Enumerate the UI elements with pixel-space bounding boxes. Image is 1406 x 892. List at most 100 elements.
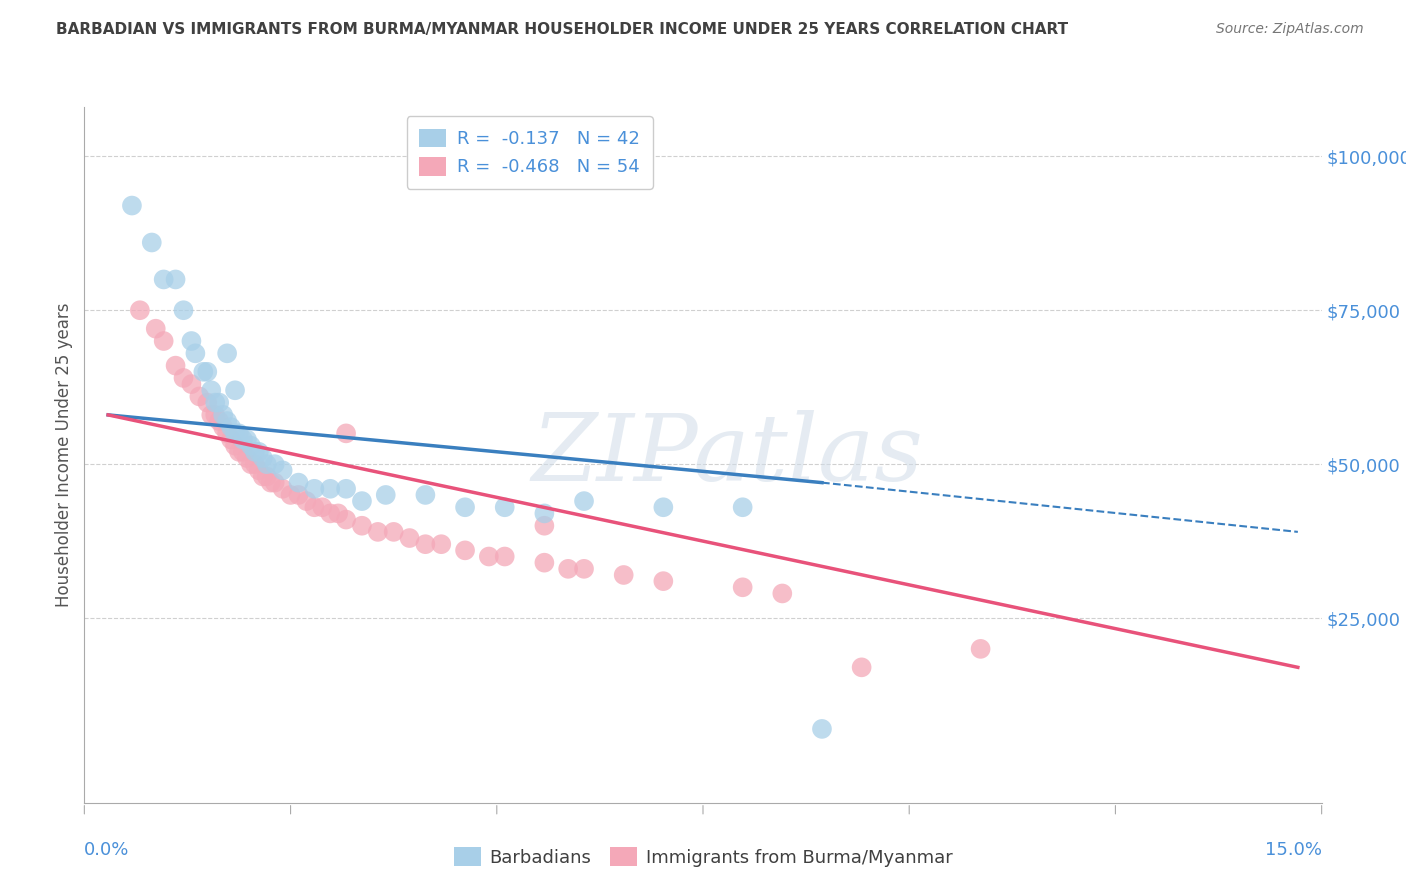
Point — [204, 408, 226, 422]
Point — [494, 549, 516, 564]
Point — [287, 488, 309, 502]
Point — [180, 377, 202, 392]
Point — [165, 272, 187, 286]
Y-axis label: Householder Income Under 25 years: Householder Income Under 25 years — [55, 302, 73, 607]
Point — [271, 482, 294, 496]
Point — [217, 426, 239, 441]
Point — [165, 359, 187, 373]
Point — [367, 524, 389, 539]
Point — [243, 457, 266, 471]
Point — [219, 420, 242, 434]
Point — [256, 469, 278, 483]
Point — [184, 346, 207, 360]
Point — [228, 426, 250, 441]
Point — [200, 384, 222, 398]
Point — [271, 463, 294, 477]
Point — [969, 641, 991, 656]
Point — [252, 469, 274, 483]
Point — [212, 420, 235, 434]
Text: Source: ZipAtlas.com: Source: ZipAtlas.com — [1216, 22, 1364, 37]
Point — [200, 408, 222, 422]
Point — [236, 433, 259, 447]
Point — [280, 488, 302, 502]
Point — [731, 500, 754, 515]
Text: 0.0%: 0.0% — [84, 841, 129, 859]
Point — [247, 445, 270, 459]
Point — [335, 512, 357, 526]
Point — [217, 346, 239, 360]
Point — [770, 586, 793, 600]
Point — [128, 303, 150, 318]
Point — [204, 395, 226, 409]
Point — [236, 450, 259, 465]
Point — [335, 426, 357, 441]
Legend: R =  -0.137   N = 42, R =  -0.468   N = 54: R = -0.137 N = 42, R = -0.468 N = 54 — [406, 116, 652, 189]
Point — [328, 507, 350, 521]
Point — [533, 518, 555, 533]
Point — [232, 445, 254, 459]
Point — [557, 562, 579, 576]
Point — [374, 488, 396, 502]
Point — [212, 408, 235, 422]
Point — [224, 384, 246, 398]
Point — [173, 303, 195, 318]
Point — [811, 722, 834, 736]
Point — [145, 321, 167, 335]
Point — [398, 531, 420, 545]
Point — [193, 365, 215, 379]
Point — [319, 482, 342, 496]
Point — [335, 482, 357, 496]
Point — [217, 414, 239, 428]
Point — [652, 574, 675, 589]
Point — [239, 439, 262, 453]
Point — [382, 524, 405, 539]
Point — [304, 500, 326, 515]
Point — [287, 475, 309, 490]
Point — [180, 334, 202, 348]
Point — [208, 395, 231, 409]
Point — [263, 457, 285, 471]
Point — [260, 475, 283, 490]
Legend: Barbadians, Immigrants from Burma/Myanmar: Barbadians, Immigrants from Burma/Myanma… — [446, 840, 960, 874]
Point — [239, 457, 262, 471]
Point — [311, 500, 333, 515]
Point — [478, 549, 501, 564]
Point — [208, 414, 231, 428]
Point — [141, 235, 163, 250]
Point — [224, 439, 246, 453]
Point — [121, 198, 143, 212]
Point — [350, 494, 373, 508]
Point — [415, 537, 437, 551]
Point — [430, 537, 453, 551]
Point — [247, 463, 270, 477]
Point — [195, 365, 218, 379]
Text: BARBADIAN VS IMMIGRANTS FROM BURMA/MYANMAR HOUSEHOLDER INCOME UNDER 25 YEARS COR: BARBADIAN VS IMMIGRANTS FROM BURMA/MYANM… — [56, 22, 1069, 37]
Point — [350, 518, 373, 533]
Point — [263, 475, 285, 490]
Point — [533, 507, 555, 521]
Point — [572, 494, 595, 508]
Point — [454, 500, 477, 515]
Point — [454, 543, 477, 558]
Point — [415, 488, 437, 502]
Point — [494, 500, 516, 515]
Point — [652, 500, 675, 515]
Point — [232, 433, 254, 447]
Point — [219, 433, 242, 447]
Point — [252, 450, 274, 465]
Text: 15.0%: 15.0% — [1264, 841, 1322, 859]
Point — [195, 395, 218, 409]
Point — [295, 494, 318, 508]
Point — [731, 580, 754, 594]
Point — [224, 426, 246, 441]
Point — [304, 482, 326, 496]
Point — [256, 457, 278, 471]
Point — [851, 660, 873, 674]
Text: ZIPatlas: ZIPatlas — [531, 410, 924, 500]
Point — [188, 389, 211, 403]
Point — [152, 272, 174, 286]
Point — [243, 445, 266, 459]
Point — [228, 445, 250, 459]
Point — [613, 568, 636, 582]
Point — [533, 556, 555, 570]
